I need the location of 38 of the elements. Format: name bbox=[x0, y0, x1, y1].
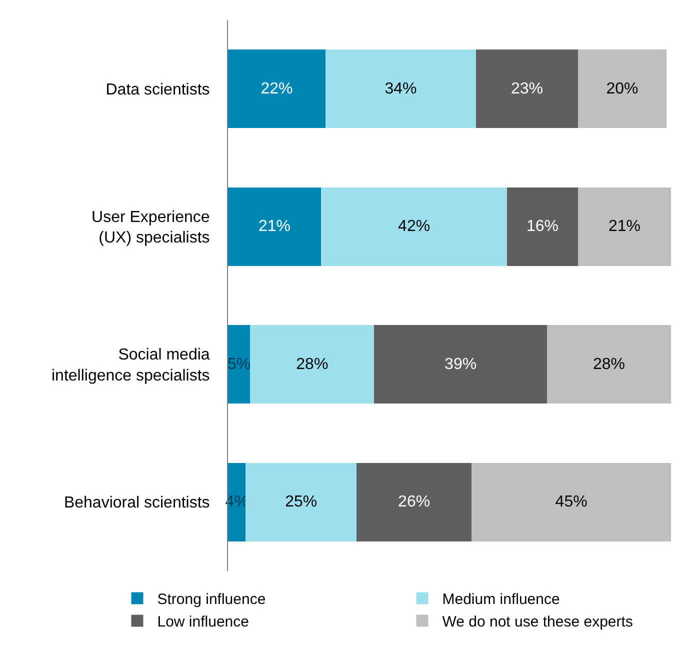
data-label: 21% bbox=[258, 218, 291, 236]
bar bbox=[325, 50, 476, 128]
bar bbox=[250, 325, 374, 404]
data-label: 39% bbox=[444, 356, 477, 373]
y-tick-label: User Experience (UX) specialists bbox=[92, 208, 210, 247]
data-label: 34% bbox=[384, 80, 417, 98]
bar bbox=[228, 50, 326, 128]
bar bbox=[472, 462, 671, 542]
bar bbox=[228, 325, 250, 404]
data-label: 25% bbox=[285, 494, 318, 511]
bar bbox=[374, 325, 547, 404]
data-label: 21% bbox=[608, 218, 640, 236]
data-label: 45% bbox=[555, 494, 588, 511]
bar bbox=[476, 50, 578, 128]
bar bbox=[578, 187, 671, 266]
y-tick-label: Data scientists bbox=[106, 81, 210, 98]
data-label: 20% bbox=[606, 80, 638, 98]
data-label: 28% bbox=[592, 356, 625, 373]
bar bbox=[246, 462, 356, 542]
legend-label: Strong influence bbox=[157, 591, 266, 608]
data-label: 42% bbox=[398, 218, 430, 236]
data-label: 28% bbox=[296, 356, 328, 373]
data-label: 22% bbox=[260, 80, 293, 98]
data-label: 5% bbox=[228, 356, 251, 373]
data-label: 16% bbox=[526, 218, 559, 236]
bar bbox=[228, 187, 322, 266]
y-tick-label: Social media intelligence specialists bbox=[51, 346, 210, 384]
data-label: 23% bbox=[511, 80, 544, 98]
legend-label: Low influence bbox=[157, 614, 249, 631]
bar bbox=[507, 187, 578, 266]
legend-label: We do not use these experts bbox=[442, 614, 633, 631]
legend-label: Medium influence bbox=[442, 591, 560, 608]
bar bbox=[546, 325, 671, 404]
bar bbox=[321, 187, 508, 266]
data-label: 26% bbox=[398, 494, 430, 511]
bar bbox=[356, 462, 472, 542]
bar bbox=[578, 50, 667, 128]
y-tick-label: Behavioral scientists bbox=[64, 494, 210, 512]
